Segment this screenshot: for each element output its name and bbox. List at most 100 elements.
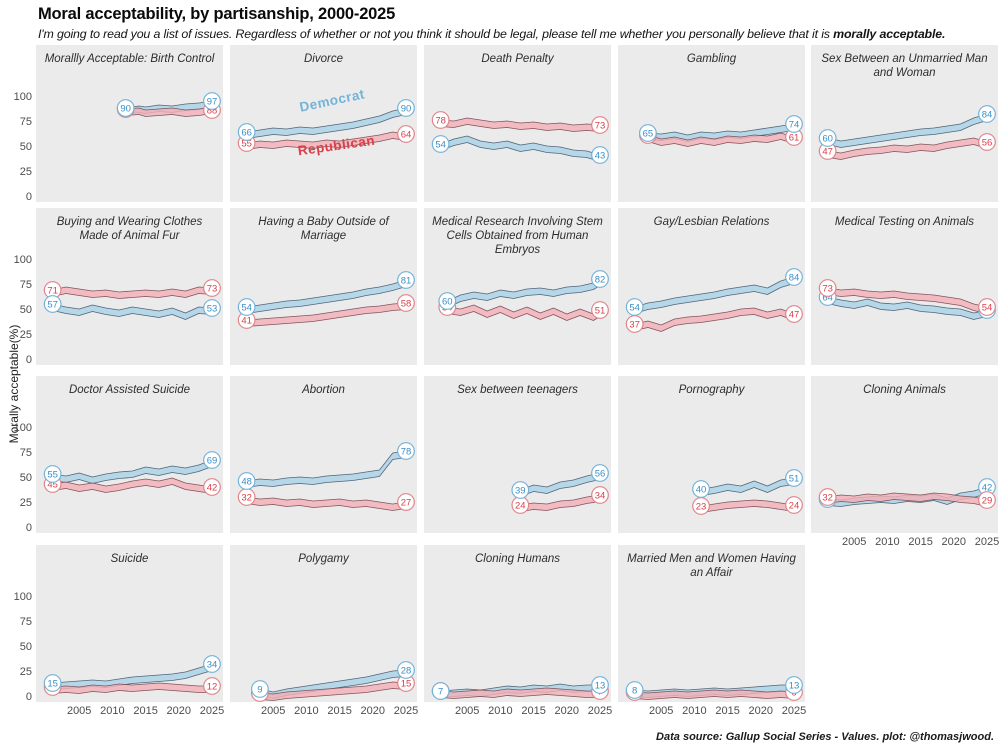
svg-text:60: 60 — [822, 133, 833, 144]
republican-value-label: 42 — [203, 478, 221, 496]
svg-text:66: 66 — [241, 127, 252, 138]
democrat-value-label: 40 — [692, 480, 710, 498]
subtitle-bold-text: morally acceptable. — [833, 27, 946, 41]
republican-value-label: 58 — [397, 294, 415, 312]
svg-text:54: 54 — [982, 302, 993, 313]
svg-text:41: 41 — [241, 315, 252, 326]
svg-text:24: 24 — [789, 500, 800, 511]
dem-series-label: Democrat — [298, 86, 366, 114]
panel-plot: Democrat Republican 55 64 66 90 — [237, 86, 415, 158]
panel-title: Having a Baby Outside of Marriage — [258, 216, 389, 243]
republican-value-label: 34 — [591, 486, 609, 504]
svg-text:23: 23 — [696, 501, 707, 512]
x-axis-tick-label: 2020 — [554, 705, 580, 717]
republican-value-label: 54 — [978, 298, 996, 316]
x-axis-tick-label: 2005 — [841, 536, 867, 548]
svg-text:84: 84 — [789, 272, 800, 283]
panel-title: Suicide — [110, 553, 149, 565]
panel-plot: 30423229 — [818, 478, 996, 509]
panel-plot: 23 24 40 51 — [692, 469, 803, 515]
svg-text:84: 84 — [982, 109, 993, 120]
panel-title: Abortion — [302, 384, 345, 396]
y-axis-tick-label: 0 — [25, 354, 32, 366]
svg-text:8: 8 — [632, 685, 637, 696]
democrat-value-label: 15 — [43, 674, 62, 692]
panel-plot: 54516082 — [438, 270, 609, 321]
republican-value-label: 32 — [237, 488, 256, 506]
page-subtitle: I'm going to read you a list of issues. … — [38, 27, 945, 41]
democrat-value-label: 48 — [237, 472, 256, 490]
democrat-value-label: 9 — [251, 680, 269, 698]
source-credit: Data source: Gallup Social Series - Valu… — [656, 731, 994, 743]
panel-title: Death Penalty — [481, 53, 554, 65]
x-axis: 2005 2010 2015 2020 2025 — [618, 705, 806, 719]
chart-panel: 66813Married Men and Women Having an Aff… — [618, 545, 805, 702]
svg-text:64: 64 — [822, 292, 833, 303]
chart-panel: 47 56 60 84 Sex Between an Unmarried Man and… — [811, 45, 998, 202]
chart-panel: 77713Cloning Humans — [424, 545, 611, 702]
x-axis-tick-label: 2010 — [875, 536, 900, 548]
svg-text:15: 15 — [401, 678, 412, 689]
x-axis-tick-label: 2010 — [100, 705, 125, 717]
republican-band — [246, 496, 407, 511]
x-axis-tick-label: 2015 — [133, 705, 158, 717]
y-axis-tick-label: 100 — [13, 91, 32, 103]
svg-text:24: 24 — [515, 500, 526, 511]
chart-panel: 63616574Gambling — [618, 45, 805, 202]
svg-text:29: 29 — [982, 495, 993, 506]
svg-text:69: 69 — [207, 455, 218, 466]
svg-text:71: 71 — [47, 285, 58, 296]
chart-panel: 54516082Medical Research Involving Stem … — [424, 208, 611, 365]
chart-panel: 37 47 54 84 Gay/Lesbian Relations — [618, 208, 805, 365]
y-axis-tick-label: 100 — [13, 422, 32, 434]
y-axis-tick-label: 0 — [25, 522, 32, 534]
y-axis-tick-label: 75 — [19, 279, 32, 291]
chart-panel: 24 34 39 56 Sex between teenagers — [424, 376, 611, 533]
svg-text:82: 82 — [595, 274, 606, 285]
democrat-band — [446, 278, 601, 308]
democrat-value-label: 82 — [591, 270, 609, 288]
democrat-band — [634, 276, 795, 314]
chart-panel: 64517354Medical Testing on Animals — [811, 208, 998, 365]
democrat-value-label: 53 — [203, 299, 221, 317]
svg-text:27: 27 — [401, 497, 412, 508]
panel-title: Medical Testing on Animals — [834, 216, 975, 228]
svg-text:37: 37 — [629, 319, 640, 330]
x-axis-tick-label: 2015 — [327, 705, 352, 717]
democrat-value-label: 7 — [431, 682, 450, 700]
democrat-band — [52, 459, 213, 484]
panel-title: Divorce — [304, 53, 343, 65]
chart-panel: 89889097Morallly Acceptable: Birth Contr… — [36, 45, 223, 202]
svg-text:88: 88 — [207, 105, 218, 116]
chart-panel: 11121534Suicide — [36, 545, 223, 702]
panel-plot: 64517354 — [818, 279, 996, 320]
x-axis-tick-label: 2025 — [587, 705, 613, 717]
republican-band — [519, 494, 601, 512]
x-axis-tick-label: 2010 — [488, 705, 513, 717]
democrat-value-label: 60 — [818, 129, 837, 147]
svg-text:13: 13 — [789, 680, 800, 691]
svg-text:56: 56 — [595, 468, 606, 479]
y-axis-tick-label: 25 — [19, 497, 32, 509]
svg-text:13: 13 — [595, 680, 606, 691]
chart-panel: 41 58 54 81 Having a Baby Outside of Marriag… — [230, 208, 417, 365]
svg-text:90: 90 — [401, 103, 412, 114]
x-axis-tick-label: 2025 — [393, 705, 419, 717]
svg-text:61: 61 — [789, 132, 800, 143]
republican-value-label: 24 — [511, 496, 530, 514]
republican-band — [634, 307, 795, 332]
democrat-value-label: 78 — [397, 442, 415, 460]
svg-text:54: 54 — [435, 139, 446, 150]
republican-value-label: 56 — [978, 133, 996, 151]
x-axis: 2005 2010 2015 2020 2025 — [811, 536, 999, 550]
x-axis-tick-label: 2015 — [715, 705, 740, 717]
svg-text:9: 9 — [257, 684, 262, 695]
republican-value-label: 73 — [591, 116, 609, 134]
svg-text:56: 56 — [982, 137, 993, 148]
democrat-value-label: 39 — [511, 481, 530, 499]
republican-band — [700, 499, 795, 513]
svg-text:57: 57 — [47, 299, 58, 310]
republican-value-label: 73 — [818, 279, 837, 297]
